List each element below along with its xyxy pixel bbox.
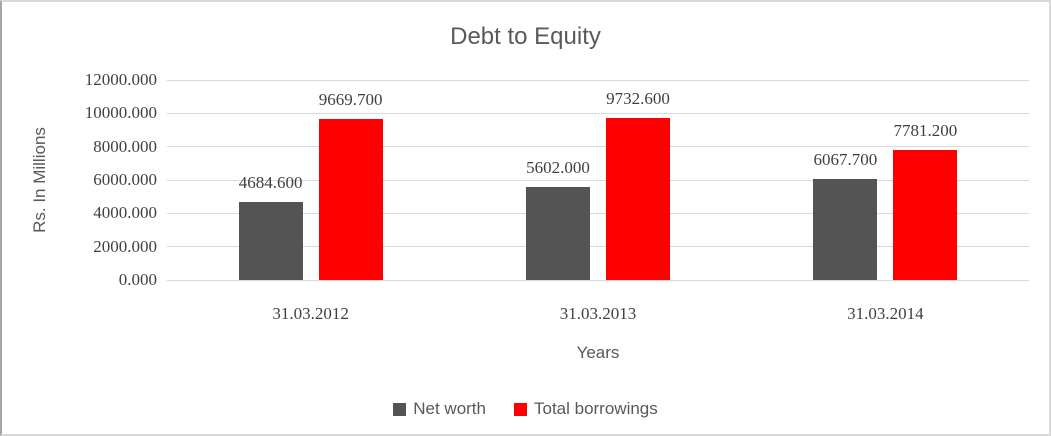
y-tick-label: 4000.000 [93,203,157,223]
x-category-label: 31.03.2014 [847,304,924,323]
legend-item-total-borrowings: Total borrowings [513,398,658,420]
y-tick-label: 8000.000 [93,136,157,156]
x-category-label: 31.03.2012 [272,304,349,323]
y-tick-label: 12000.000 [84,70,157,89]
bar-net-worth [813,178,878,280]
bar-net-worth [526,186,590,280]
chart-title: Debt to Equity [450,23,601,50]
x-category-label: 31.03.2013 [559,304,637,323]
bar-net-worth [238,201,303,280]
gridline [167,212,1029,214]
gridline [167,146,1029,148]
bar-value-label: 9732.600 [606,88,670,108]
bar-value-label: 4684.600 [238,172,303,192]
bar-total-borrowings [893,150,958,280]
y-tick-label: 6000.000 [93,170,157,189]
y-tick-label: 2000.000 [93,236,157,256]
legend-label: Total borrowings [533,399,658,418]
bar-total-borrowings [318,118,383,280]
gridline [167,179,1029,181]
bar-total-borrowings [606,117,670,280]
legend-item-net-worth: Net worth [393,398,486,420]
x-axis-title: Years [576,343,620,362]
y-tick-label: 10000.000 [84,103,157,123]
bar-value-label: 9669.700 [318,89,383,109]
legend-swatch-icon [513,402,527,416]
bar-value-label: 6067.700 [813,149,878,169]
gridline [167,246,1029,248]
gridline [167,112,1029,114]
gridline [167,79,1029,81]
y-tick-label: 0.000 [118,270,157,289]
bar-value-label: 5602.000 [526,157,590,177]
legend: Net worth Total borrowings [2,398,1049,420]
bar-value-label: 7781.200 [893,121,958,141]
legend-label: Net worth [413,399,486,418]
legend-swatch-icon [393,402,407,416]
gridline [167,279,1029,281]
